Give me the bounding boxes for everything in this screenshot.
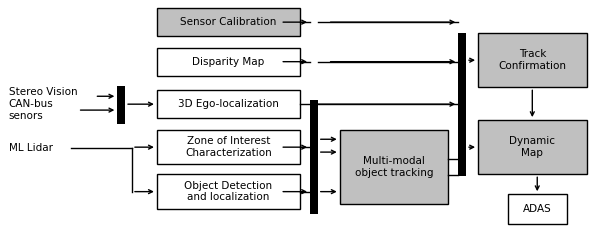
Text: Track
Confirmation: Track Confirmation bbox=[498, 49, 566, 71]
Bar bbox=[157, 8, 300, 36]
Bar bbox=[458, 33, 466, 176]
Text: Sensor Calibration: Sensor Calibration bbox=[180, 17, 276, 27]
Text: 3D Ego-localization: 3D Ego-localization bbox=[178, 99, 279, 109]
Text: Disparity Map: Disparity Map bbox=[192, 57, 265, 67]
Bar bbox=[157, 48, 300, 76]
Bar bbox=[478, 33, 587, 87]
Bar bbox=[508, 194, 567, 224]
Bar bbox=[478, 120, 587, 174]
Bar bbox=[157, 90, 300, 118]
Text: ADAS: ADAS bbox=[523, 204, 551, 214]
Text: ML Lidar: ML Lidar bbox=[9, 143, 52, 153]
Text: Multi-modal
object tracking: Multi-modal object tracking bbox=[354, 156, 433, 178]
Text: Object Detection
and localization: Object Detection and localization bbox=[184, 181, 273, 202]
Bar bbox=[310, 100, 318, 214]
Bar bbox=[157, 174, 300, 209]
Text: Stereo Vision: Stereo Vision bbox=[9, 87, 77, 97]
Text: Zone of Interest
Characterization: Zone of Interest Characterization bbox=[185, 136, 272, 158]
Bar bbox=[117, 86, 125, 124]
Bar bbox=[340, 130, 448, 204]
Text: CAN-bus
senors: CAN-bus senors bbox=[9, 99, 53, 121]
Bar bbox=[157, 130, 300, 164]
Text: Dynamic
Map: Dynamic Map bbox=[509, 136, 555, 158]
